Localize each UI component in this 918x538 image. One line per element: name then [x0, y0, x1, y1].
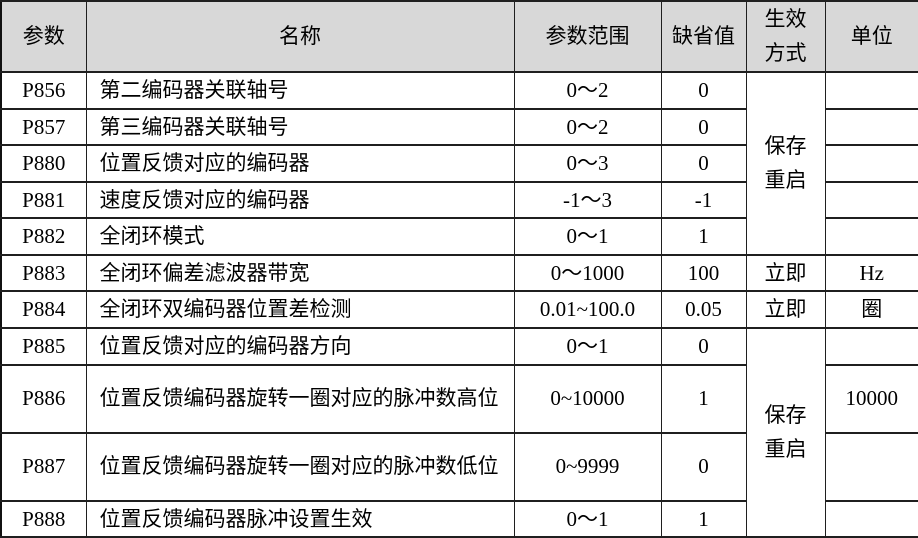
- effect-mode-cell: 保存重启: [745, 71, 826, 256]
- param-range-cell: 0～1: [513, 217, 662, 256]
- table-row: P885 位置反馈对应的编码器方向 0～1 0 保存重启: [0, 327, 918, 538]
- param-id-cell: P886: [0, 363, 87, 434]
- table-row: P882 全闭环模式 0～1 1: [0, 217, 918, 256]
- default-value-cell: 0: [660, 431, 747, 502]
- default-value-cell: 0: [660, 107, 747, 147]
- header-name-label: 名称: [279, 24, 321, 49]
- header-effect: 生效方式: [745, 0, 826, 74]
- unit-cell: [824, 217, 918, 256]
- unit-cell: Hz: [824, 253, 918, 293]
- unit-cell: [824, 107, 918, 147]
- unit-cell: [824, 71, 918, 110]
- table-row: P881 速度反馈对应的编码器 -1～3 -1: [0, 180, 918, 220]
- effect-mode-cell: 立即: [745, 253, 826, 293]
- param-name-cell: 位置反馈对应的编码器方向: [85, 327, 515, 366]
- effect-mode-label: 保存重启: [764, 133, 807, 192]
- param-range-cell: -1～3: [513, 180, 662, 220]
- param-range-cell: 0～1: [513, 499, 662, 538]
- default-value-cell: 0: [660, 327, 747, 366]
- param-name-cell: 速度反馈对应的编码器: [85, 180, 515, 220]
- table-row: P884 全闭环双编码器位置差检测 0.01~100.0 0.05 立即圈: [0, 290, 918, 330]
- header-unit: 单位: [824, 0, 918, 74]
- table-row: P886 位置反馈编码器旋转一圈对应的脉冲数高位 0~10000 1 10000: [0, 363, 918, 434]
- param-range-cell: 0~9999: [513, 431, 662, 502]
- header-unit-label: 单位: [850, 24, 893, 49]
- unit-cell: [824, 144, 918, 183]
- param-name-cell: 全闭环双编码器位置差检测: [85, 290, 515, 330]
- param-id-cell: P885: [0, 327, 87, 366]
- param-name-cell: 位置反馈对应的编码器: [85, 144, 515, 183]
- default-value-cell: 1: [660, 217, 747, 256]
- param-id-cell: P887: [0, 431, 87, 502]
- param-name-cell: 全闭环模式: [85, 217, 515, 256]
- param-name-cell: 第三编码器关联轴号: [85, 107, 515, 147]
- unit-cell: [824, 180, 918, 220]
- param-name-cell: 第二编码器关联轴号: [85, 71, 515, 110]
- header-param-label: 参数: [22, 24, 65, 49]
- default-value-cell: 0: [660, 71, 747, 110]
- header-effect-label: 生效方式: [764, 7, 807, 65]
- param-id-cell: P883: [0, 253, 87, 293]
- header-range: 参数范围: [513, 0, 662, 74]
- table-row: P880 位置反馈对应的编码器 0～3 0: [0, 144, 918, 183]
- param-id-cell: P882: [0, 217, 87, 256]
- param-id-cell: P884: [0, 290, 87, 330]
- default-value-cell: 0: [660, 144, 747, 183]
- table-row: P856 第二编码器关联轴号 0～2 0 保存重启: [0, 71, 918, 256]
- header-default: 缺省值: [660, 0, 747, 74]
- table-row: P887 位置反馈编码器旋转一圈对应的脉冲数低位 0~9999 0: [0, 431, 918, 502]
- param-range-cell: 0～1: [513, 327, 662, 366]
- table-row: P857 第三编码器关联轴号 0～2 0: [0, 107, 918, 147]
- default-value-cell: 100: [660, 253, 747, 293]
- effect-mode-label: 立即: [764, 297, 807, 322]
- table-body: P856 第二编码器关联轴号 0～2 0 保存重启 P857 第三编码器关联轴号 0～2 0 P8…: [0, 71, 918, 538]
- param-range-cell: 0~10000: [513, 363, 662, 434]
- unit-cell: 10000: [824, 363, 918, 434]
- param-name-cell: 位置反馈编码器旋转一圈对应的脉冲数高位: [85, 363, 515, 434]
- header-default-label: 缺省值: [672, 24, 735, 49]
- default-value-cell: 1: [660, 499, 747, 538]
- param-id-cell: P857: [0, 107, 87, 147]
- param-range-cell: 0～2: [513, 71, 662, 110]
- param-id-cell: P881: [0, 180, 87, 220]
- param-range-cell: 0～3: [513, 144, 662, 183]
- unit-cell: [824, 327, 918, 366]
- effect-mode-cell: 立即: [745, 290, 826, 330]
- param-name-cell: 全闭环偏差滤波器带宽: [85, 253, 515, 293]
- table-row: P883 全闭环偏差滤波器带宽 0～1000 100 立即 Hz: [0, 253, 918, 293]
- header-param: 参数: [0, 0, 87, 74]
- param-range-cell: 0.01~100.0: [513, 290, 662, 330]
- default-value-cell: -1: [660, 180, 747, 220]
- param-name-cell: 位置反馈编码器脉冲设置生效: [85, 499, 515, 538]
- unit-cell: [824, 431, 918, 502]
- param-id-cell: P888: [0, 499, 87, 538]
- unit-cell: 圈: [824, 290, 918, 330]
- param-range-cell: 0～1000: [513, 253, 662, 293]
- effect-mode-label: 保存重启: [764, 402, 807, 461]
- effect-mode-cell: 保存重启: [745, 327, 826, 538]
- unit-cell: [824, 499, 918, 538]
- header-range-label: 参数范围: [545, 24, 630, 49]
- table-header-row: 参数 名称 参数范围 缺省值 生效方式 单位: [0, 0, 918, 74]
- default-value-cell: 0.05: [660, 290, 747, 330]
- param-id-cell: P856: [0, 71, 87, 110]
- param-range-cell: 0～2: [513, 107, 662, 147]
- param-name-cell: 位置反馈编码器旋转一圈对应的脉冲数低位: [85, 431, 515, 502]
- default-value-cell: 1: [660, 363, 747, 434]
- param-id-cell: P880: [0, 144, 87, 183]
- effect-mode-label: 立即: [764, 260, 807, 285]
- header-name: 名称: [85, 0, 515, 74]
